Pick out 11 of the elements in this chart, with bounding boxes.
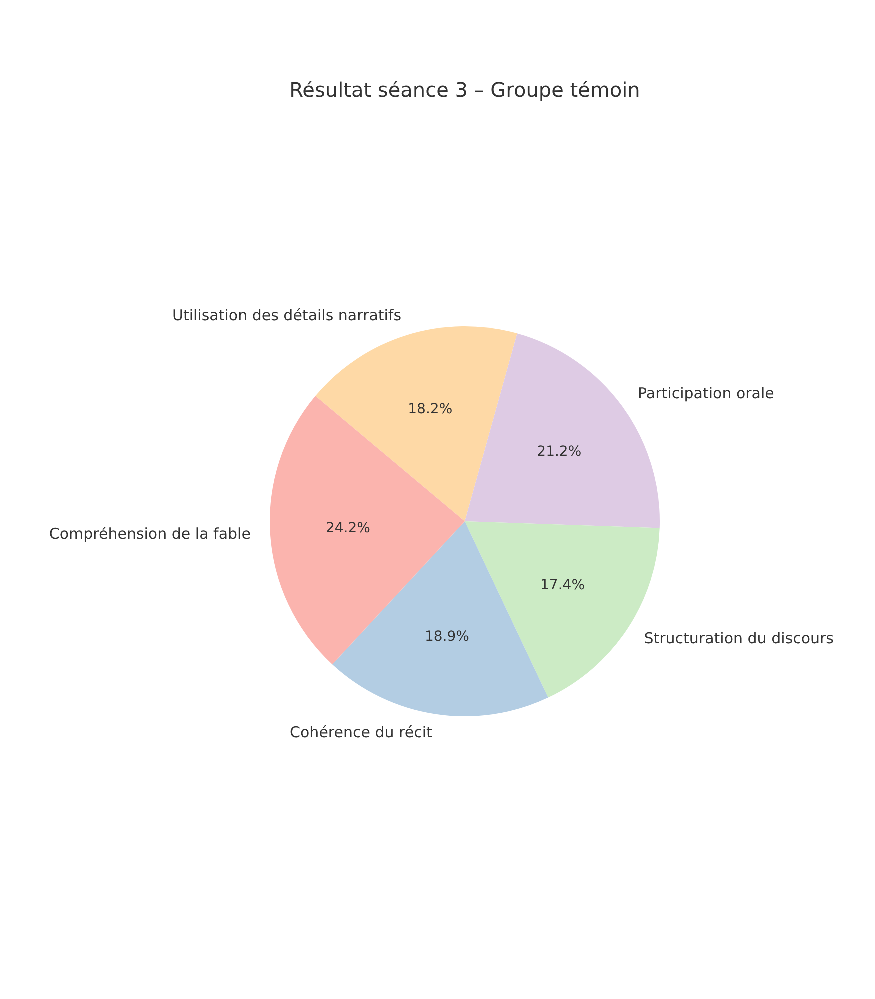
slice-label: Structuration du discours bbox=[644, 629, 834, 648]
data-label: 21.2% bbox=[537, 444, 582, 460]
slice-label: Participation orale bbox=[638, 384, 774, 403]
slice-label: Utilisation des détails narratifs bbox=[172, 306, 402, 324]
chart-title: Résultat séance 3 – Groupe témoin bbox=[290, 78, 640, 102]
slice-label: Compréhension de la fable bbox=[49, 524, 251, 543]
data-label: 18.9% bbox=[424, 628, 470, 645]
slice-label: Cohérence du récit bbox=[290, 723, 433, 742]
data-label: 24.2% bbox=[326, 520, 370, 536]
data-label: 18.2% bbox=[408, 401, 453, 418]
data-label: 17.4% bbox=[540, 577, 585, 594]
